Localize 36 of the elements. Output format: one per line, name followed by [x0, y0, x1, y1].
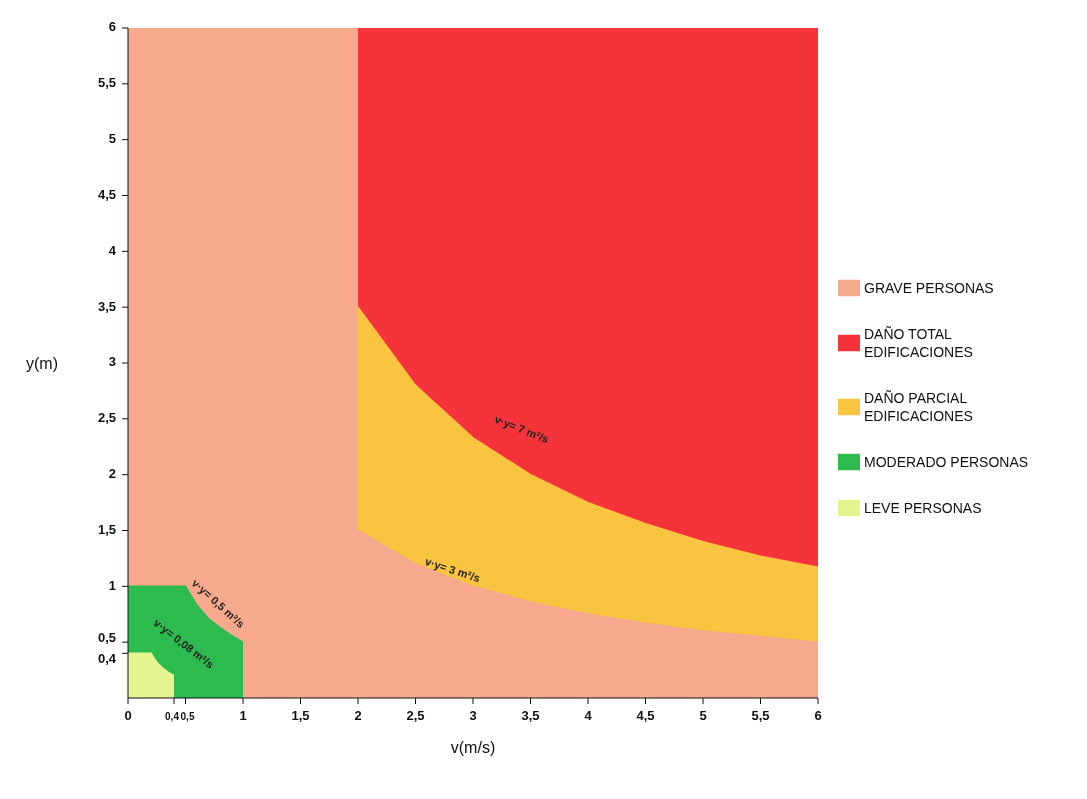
- y-tick-label: 4,5: [97, 186, 116, 202]
- x-tick-label: 4: [584, 708, 593, 723]
- y-tick-label: 2: [108, 466, 116, 482]
- y-tick-label: 1,5: [97, 521, 116, 537]
- y-tick-label: 6: [108, 19, 116, 35]
- annotation: v·y= 7 m²/s: [492, 412, 551, 446]
- y-tick-label: 3: [108, 354, 116, 370]
- x-tick-label: 3,5: [521, 708, 540, 723]
- y-tick-label: 3,5: [97, 298, 116, 314]
- x-tick-label: 3: [469, 708, 477, 723]
- y-tick-label: 0,4: [97, 650, 117, 666]
- legend-label: MODERADO PERSONAS: [864, 453, 1030, 471]
- x-tick-label: 1: [239, 708, 247, 723]
- x-tick-label: 5: [699, 708, 707, 723]
- y-tick-label: 2,5: [97, 410, 116, 426]
- x-tick-label: 1,5: [291, 708, 310, 723]
- x-tick-label: 6: [814, 708, 822, 723]
- legend-label: GRAVE PERSONAS: [864, 279, 995, 297]
- x-axis-title: v(m/s): [450, 739, 496, 756]
- y-tick-label: 0,5: [97, 629, 116, 645]
- x-tick-label: 0: [124, 708, 132, 723]
- x-tick-label: 0,4: [165, 711, 180, 722]
- y-axis-title: y(m): [26, 354, 58, 372]
- annotation: v·y= 3 m²/s: [423, 555, 482, 585]
- x-tick-label: 2: [354, 708, 362, 723]
- x-tick-label: 2,5: [406, 708, 425, 723]
- legend-label: LEVE PERSONAS: [864, 499, 983, 517]
- y-tick-label: 1: [108, 577, 116, 593]
- x-tick-label: 4,5: [636, 708, 655, 723]
- legend-label: DAÑO TOTAL EDIFICACIONES: [864, 325, 974, 361]
- x-tick-label: 5,5: [751, 708, 770, 723]
- y-tick-label: 5: [108, 131, 116, 147]
- x-tick-label: 0,5: [180, 711, 195, 722]
- y-tick-label: 4: [108, 242, 117, 258]
- y-tick-label: 5,5: [97, 75, 116, 91]
- legend-label: DAÑO PARCIAL EDIFICACIONES: [864, 389, 974, 425]
